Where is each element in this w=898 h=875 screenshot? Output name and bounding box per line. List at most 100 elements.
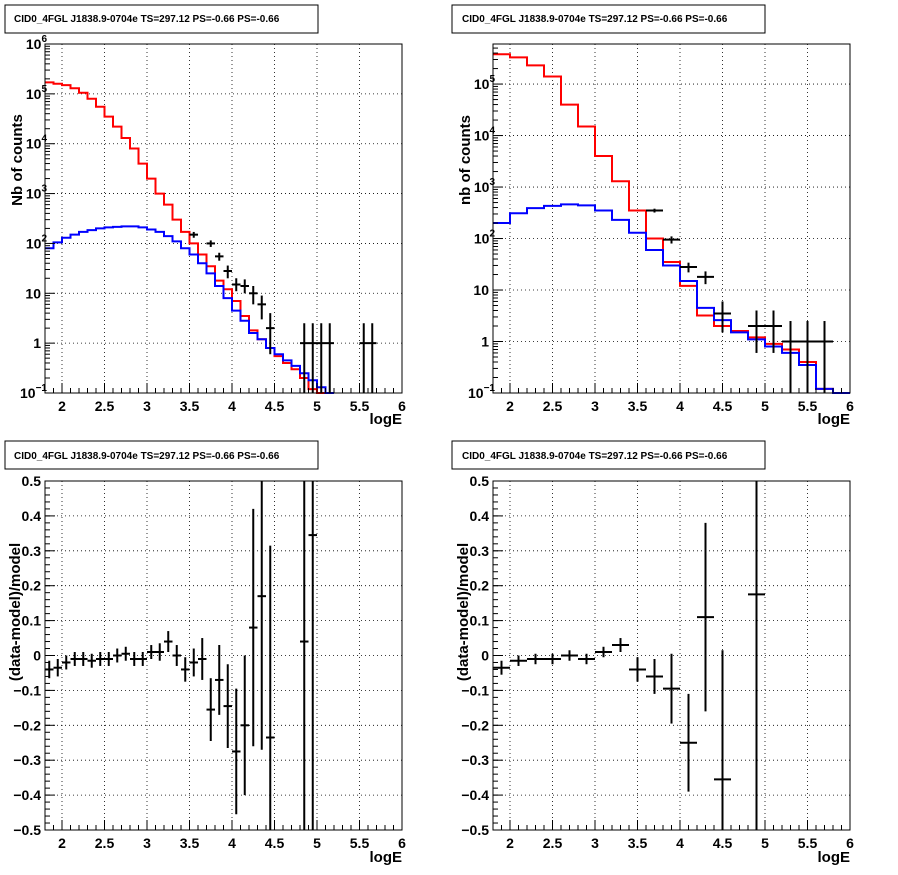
residual-point <box>164 631 173 653</box>
y-tick-base: 10 <box>26 86 42 102</box>
y-tick-label: −0.2 <box>461 717 489 733</box>
title-box: CID0_4FGL J1838.9-0704e TS=297.12 PS=-0.… <box>451 4 766 34</box>
residual-point <box>87 653 96 668</box>
grid-lines <box>45 481 402 830</box>
residual-point <box>130 652 139 666</box>
data-point <box>646 208 663 213</box>
residual-point <box>96 652 105 666</box>
y-tick-exponent: 4 <box>489 126 495 137</box>
y-tick-label: 10−1 <box>20 383 47 401</box>
x-tick-label: 5.5 <box>798 835 818 851</box>
x-tick-label: 4 <box>228 835 236 851</box>
residual-point <box>215 645 224 715</box>
y-tick-label: −0.4 <box>461 787 489 803</box>
y-tick-exponent: −1 <box>36 383 48 394</box>
residual-point <box>595 646 612 658</box>
y-tick-exponent: 3 <box>41 184 47 195</box>
residual-point <box>629 657 646 682</box>
plot-data <box>45 81 377 394</box>
title-box: CID0_4FGL J1838.9-0704e TS=297.12 PS=-0.… <box>4 4 319 34</box>
x-tick-label: 3.5 <box>628 398 648 414</box>
residual-point <box>147 645 156 659</box>
panel-title: CID0_4FGL J1838.9-0704e TS=297.12 PS=-0.… <box>14 451 280 462</box>
y-tick-label: 104 <box>26 134 48 152</box>
x-tick-label: 3 <box>143 398 151 414</box>
plot-frame <box>44 480 403 831</box>
x-axis-label: logE <box>370 849 403 866</box>
x-tick-label: 4.5 <box>265 835 285 851</box>
residual-point <box>113 648 122 663</box>
counts-panel-right: CID0_4FGL J1838.9-0704e TS=297.12 PS=-0.… <box>451 4 854 428</box>
data-point <box>697 271 714 285</box>
x-axis-label: logE <box>818 849 851 866</box>
x-tick-label: 2 <box>58 398 66 414</box>
residual-point <box>680 693 697 792</box>
data-point <box>816 321 833 393</box>
y-tick-label: −0.1 <box>13 682 41 698</box>
residual-point <box>578 653 595 665</box>
x-tick-label: 4.5 <box>713 835 733 851</box>
residual-point <box>121 646 130 661</box>
plot-data <box>493 481 765 830</box>
residual-point <box>308 481 317 830</box>
residual-point <box>300 481 309 830</box>
data-point <box>368 323 377 393</box>
y-tick-base: 10 <box>474 231 490 247</box>
y-axis-label: Nb of counts <box>9 114 26 206</box>
plot-data <box>45 481 317 830</box>
x-tick-label: 3.5 <box>180 835 200 851</box>
x-tick-label: 2 <box>58 835 66 851</box>
residual-point <box>510 655 527 666</box>
y-tick-label: 1 <box>481 334 489 350</box>
x-tick-label: 2.5 <box>95 835 115 851</box>
y-tick-label: 0.3 <box>22 543 42 559</box>
residual-panel-left: CID0_4FGL J1838.9-0704e TS=297.12 PS=-0.… <box>4 440 406 866</box>
y-tick-base: 10 <box>26 136 42 152</box>
y-tick-label: 105 <box>474 74 496 92</box>
data-point <box>300 323 309 393</box>
y-tick-label: 0.4 <box>22 508 42 524</box>
residual-point <box>249 508 258 747</box>
residual-point <box>79 652 88 666</box>
y-tick-base: 10 <box>26 36 42 52</box>
title-box: CID0_4FGL J1838.9-0704e TS=297.12 PS=-0.… <box>4 440 319 470</box>
residual-point <box>53 658 62 677</box>
x-tick-label: 2.5 <box>543 835 563 851</box>
x-tick-label: 5.5 <box>350 835 370 851</box>
residual-point <box>544 653 561 665</box>
y-tick-label: 0.1 <box>470 613 490 629</box>
data-point <box>257 295 266 320</box>
x-tick-label: 2 <box>506 835 514 851</box>
residual-point <box>748 481 765 830</box>
y-axis-label: (data-model)/model <box>455 543 472 681</box>
data-point <box>223 265 232 279</box>
residual-point <box>104 652 113 666</box>
y-tick-exponent: 5 <box>489 74 495 85</box>
x-tick-label: 3 <box>591 398 599 414</box>
residual-point <box>561 650 578 661</box>
x-tick-label: 6 <box>846 835 854 851</box>
x-tick-label: 2.5 <box>95 398 115 414</box>
y-tick-label: −0.4 <box>13 787 41 803</box>
title-frame <box>4 440 319 470</box>
x-tick-label: 3 <box>143 835 151 851</box>
y-tick-label: 102 <box>474 229 496 247</box>
y-tick-label: −0.1 <box>461 682 489 698</box>
residual-point <box>257 481 266 750</box>
x-tick-label: 5 <box>761 398 769 414</box>
y-tick-exponent: 2 <box>489 229 495 240</box>
x-tick-label: 2 <box>506 398 514 414</box>
x-tick-label: 5.5 <box>350 398 370 414</box>
y-tick-label: 0.1 <box>22 613 42 629</box>
residual-point <box>155 643 164 661</box>
residual-point <box>266 545 275 830</box>
residual-point <box>240 655 249 796</box>
data-point <box>232 278 241 292</box>
y-tick-label: 0.2 <box>470 578 490 594</box>
title-frame <box>451 440 766 470</box>
x-tick-label: 3.5 <box>628 835 648 851</box>
y-tick-base: 10 <box>26 186 42 202</box>
residual-point <box>232 688 241 815</box>
x-tick-label: 6 <box>398 398 406 414</box>
